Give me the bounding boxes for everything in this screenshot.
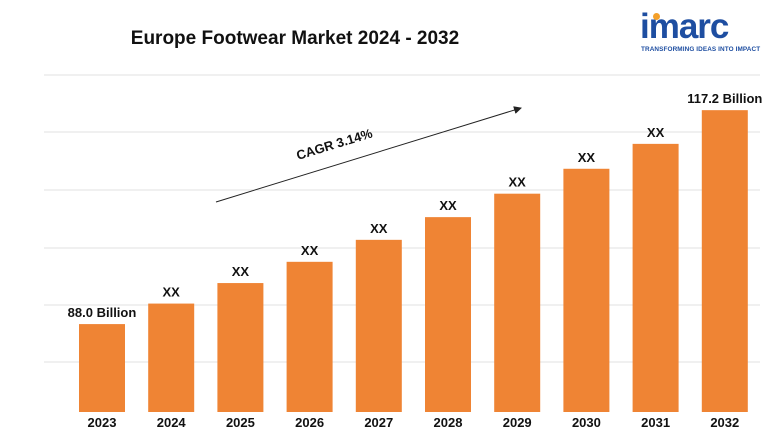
bar-2026 [286, 261, 333, 412]
x-tick-2023: 2023 [88, 415, 117, 430]
data-label-2025: XX [232, 264, 250, 279]
x-tick-2028: 2028 [434, 415, 463, 430]
data-labels: 88.0 Billion XX XX XX XX XX XX XX XX 117.2 Billio… [68, 91, 763, 320]
bar-2030 [563, 168, 610, 412]
data-label-2028: XX [439, 198, 457, 213]
logo-dot-icon [653, 13, 660, 20]
data-label-2031: XX [647, 125, 665, 140]
x-tick-2026: 2026 [295, 415, 324, 430]
x-tick-2029: 2029 [503, 415, 532, 430]
x-tick-2031: 2031 [641, 415, 670, 430]
logo-tagline: TRANSFORMING IDEAS INTO IMPACT [641, 46, 761, 53]
x-tick-labels: 2023 2024 2025 2026 2027 2028 2029 2030 2031 2032 [88, 415, 740, 430]
data-label-2030: XX [578, 150, 596, 165]
bars [79, 110, 748, 412]
data-label-2027: XX [370, 221, 388, 236]
chart-title: Europe Footwear Market 2024 - 2032 [130, 28, 460, 49]
x-tick-2025: 2025 [226, 415, 255, 430]
bar-2024 [148, 303, 195, 412]
bar-2028 [425, 217, 471, 412]
cagr-annotation: CAGR 3.14% [215, 106, 522, 203]
bar-2029 [494, 193, 541, 412]
imarc-logo: imarc TRANSFORMING IDEAS INTO IMPACT [640, 8, 770, 56]
data-label-2024: XX [163, 285, 181, 300]
data-label-2023: 88.0 Billion [68, 305, 137, 320]
bar-2032 [701, 110, 748, 412]
bar-2031 [632, 143, 679, 412]
bar-2027 [355, 239, 402, 412]
x-tick-2030: 2030 [572, 415, 601, 430]
data-label-2032: 117.2 Billion [687, 91, 762, 106]
bar-2023 [79, 324, 125, 412]
x-tick-2027: 2027 [364, 415, 393, 430]
x-tick-2024: 2024 [157, 415, 187, 430]
data-label-2029: XX [509, 175, 527, 190]
x-tick-2032: 2032 [710, 415, 739, 430]
cagr-arrow [215, 106, 522, 203]
data-label-2026: XX [301, 243, 319, 258]
bar-2025 [217, 283, 264, 412]
